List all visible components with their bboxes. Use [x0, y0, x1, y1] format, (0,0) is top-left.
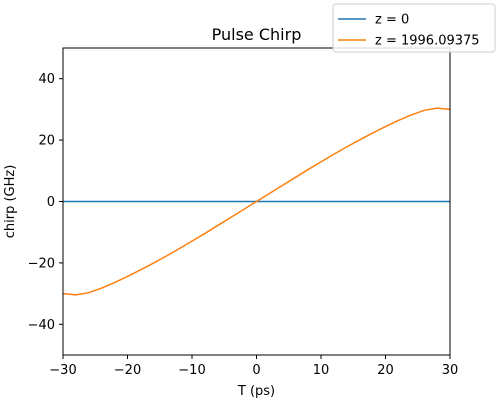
x-tick-label: −30	[49, 363, 76, 378]
series-line-1	[62, 107, 451, 296]
y-axis-label: chirp (GHz)	[3, 165, 18, 239]
y-tick-label: 20	[38, 134, 55, 149]
x-tick-label: −10	[178, 363, 205, 378]
y-axis-ticks: −40 −20 0 20 40	[28, 72, 63, 333]
x-tick-label: 0	[252, 363, 260, 378]
legend: z = 0 z = 1996.09375	[332, 3, 496, 53]
x-axis-ticks: −30 −20 −10 0 10 20 30	[49, 355, 458, 378]
x-tick-label: 30	[442, 363, 459, 378]
legend-label-z-0: z = 0	[375, 13, 409, 28]
y-tick-label: 0	[47, 195, 55, 210]
series-layer	[62, 107, 451, 296]
x-tick-label: 10	[313, 363, 330, 378]
x-tick-label: 20	[377, 363, 394, 378]
x-tick-label: −20	[114, 363, 141, 378]
legend-label-z-1996: z = 1996.09375	[375, 34, 480, 49]
chart-title: Pulse Chirp	[212, 25, 302, 44]
y-tick-label: −40	[28, 318, 55, 333]
y-tick-label: 40	[38, 72, 55, 87]
x-axis-label: T (ps)	[237, 384, 275, 399]
y-tick-label: −20	[28, 256, 55, 271]
legend-box	[332, 3, 496, 53]
